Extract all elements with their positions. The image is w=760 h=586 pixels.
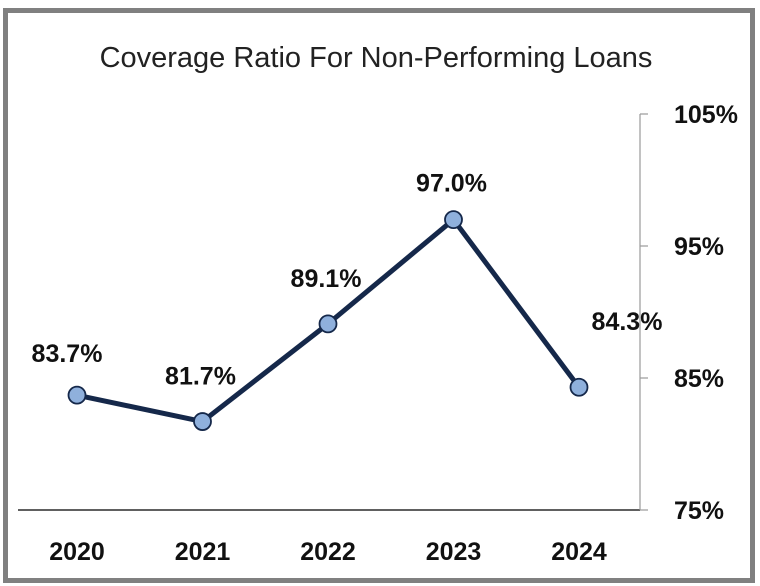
y-tick-label: 95% xyxy=(674,233,724,261)
y-tick-label: 85% xyxy=(674,365,724,393)
data-label: 89.1% xyxy=(291,265,362,293)
data-label: 97.0% xyxy=(416,170,487,198)
data-point xyxy=(193,412,212,431)
data-label: 84.3% xyxy=(592,308,663,336)
y-tick-label: 105% xyxy=(674,101,738,129)
x-tick-label: 2024 xyxy=(551,538,607,566)
data-point xyxy=(444,210,463,230)
x-tick-label: 2023 xyxy=(426,538,482,566)
chart-title: Coverage Ratio For Non-Performing Loans xyxy=(99,42,653,74)
data-label: 83.7% xyxy=(32,340,103,368)
data-point xyxy=(318,314,338,334)
data-label: 81.7% xyxy=(165,363,236,391)
y-tick-label: 75% xyxy=(674,497,724,525)
chart-frame xyxy=(3,8,755,583)
x-tick-label: 2021 xyxy=(175,538,231,566)
data-point xyxy=(67,385,87,405)
x-tick-label: 2022 xyxy=(300,538,356,566)
data-point xyxy=(569,377,589,397)
x-tick-label: 2020 xyxy=(49,538,105,566)
